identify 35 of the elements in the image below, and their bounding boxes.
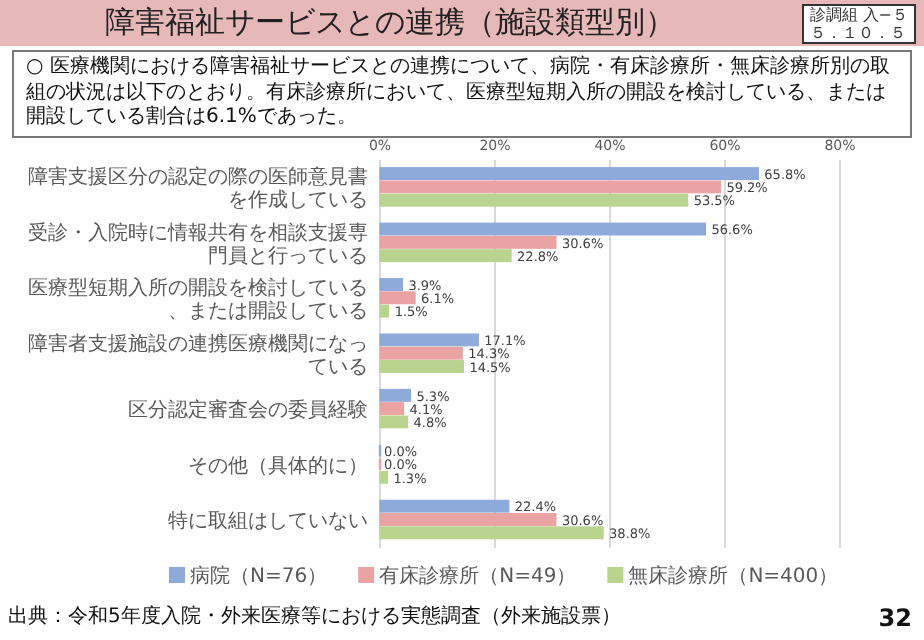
- bar: [379, 415, 409, 429]
- bar: [379, 333, 479, 347]
- legend-label: 病院（N=76）: [190, 564, 328, 588]
- bar: [379, 513, 557, 526]
- text: 診調組 入−５: [809, 6, 908, 24]
- bar: [379, 291, 416, 305]
- bar: [379, 167, 759, 181]
- text: 32: [878, 604, 912, 632]
- bar: [379, 402, 405, 416]
- y-tick-label: 障害者支援施設の連携医療機関になっている: [28, 331, 368, 379]
- bar: [379, 249, 512, 263]
- bar: [379, 346, 463, 360]
- bar: [379, 526, 604, 540]
- text: ５．１０．５: [809, 24, 908, 42]
- bar: [379, 470, 389, 484]
- bar: [379, 304, 390, 318]
- y-tick-label: その他（具体的に）: [188, 453, 368, 478]
- y-tick-label: 医療型短期入所の開設を検討している、または開設している: [28, 276, 368, 324]
- y-tick-label: 障害支援区分の認定の際の医師意見書を作成している: [28, 165, 368, 213]
- bar: [379, 180, 721, 194]
- y-tick-label: 区分認定審査会の委員経験: [128, 398, 368, 423]
- bar: [379, 278, 404, 291]
- bar: [379, 222, 707, 236]
- chart-subtitle: ○ 医療機関における障害福祉サービスとの連携について、病院・有床診療所・無床診療所別の取組の状況は以下のとおり。有床診療所において、医療型短期入所の開設を検討している、または開設している割合は6.1%であった。: [12, 50, 912, 137]
- bar: [379, 499, 510, 513]
- source-note: 出典：令和5年度入院・外来医療等における実態調査（外来施設票）: [8, 606, 621, 630]
- y-tick-label: 特に取組はしていない: [168, 509, 368, 534]
- bar: [379, 388, 412, 402]
- y-tick-label: 受診・入院時に情報共有を相談支援専門員と行っている: [28, 220, 368, 268]
- chart-title: 障害福祉サービスとの連携（施設類型別）: [103, 4, 677, 42]
- bar: [379, 360, 464, 373]
- legend-label: 有床診療所（N=49）: [379, 564, 577, 588]
- legend-label: 無床診療所（N=400）: [628, 564, 839, 588]
- bar: [379, 235, 557, 249]
- bar: [379, 193, 689, 207]
